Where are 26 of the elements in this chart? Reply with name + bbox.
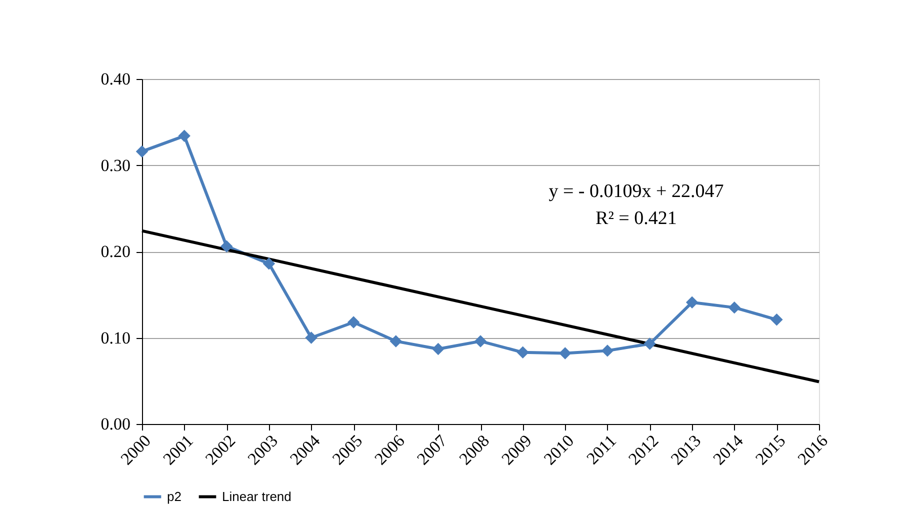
point: [178, 130, 190, 142]
point: [136, 145, 148, 158]
annotation: y = - 0.0109x + 22.047: [548, 181, 724, 202]
annotation: R² = 0.421: [596, 208, 677, 229]
y-tick-label: 0.20: [100, 242, 130, 261]
point: [516, 346, 529, 359]
point: [220, 240, 233, 252]
point: [262, 257, 276, 270]
y-tick-label: 0.00: [100, 414, 130, 434]
point: [728, 301, 740, 314]
y-tick-label: 0.40: [100, 70, 130, 88]
point: [432, 342, 444, 356]
point: [644, 338, 656, 350]
point: [474, 335, 487, 348]
y-tick-label: 0.30: [100, 156, 130, 175]
point: [601, 344, 614, 357]
point: [347, 316, 360, 328]
x-tick-label: 2011: [582, 431, 620, 468]
point: [390, 335, 402, 348]
legend-label: Linear trend: [222, 488, 292, 504]
legend-label: p2: [167, 488, 182, 504]
y-tick-label: 0.10: [100, 328, 130, 348]
point: [559, 347, 572, 360]
point: [686, 296, 698, 309]
point: [770, 314, 783, 326]
point: [305, 332, 318, 344]
